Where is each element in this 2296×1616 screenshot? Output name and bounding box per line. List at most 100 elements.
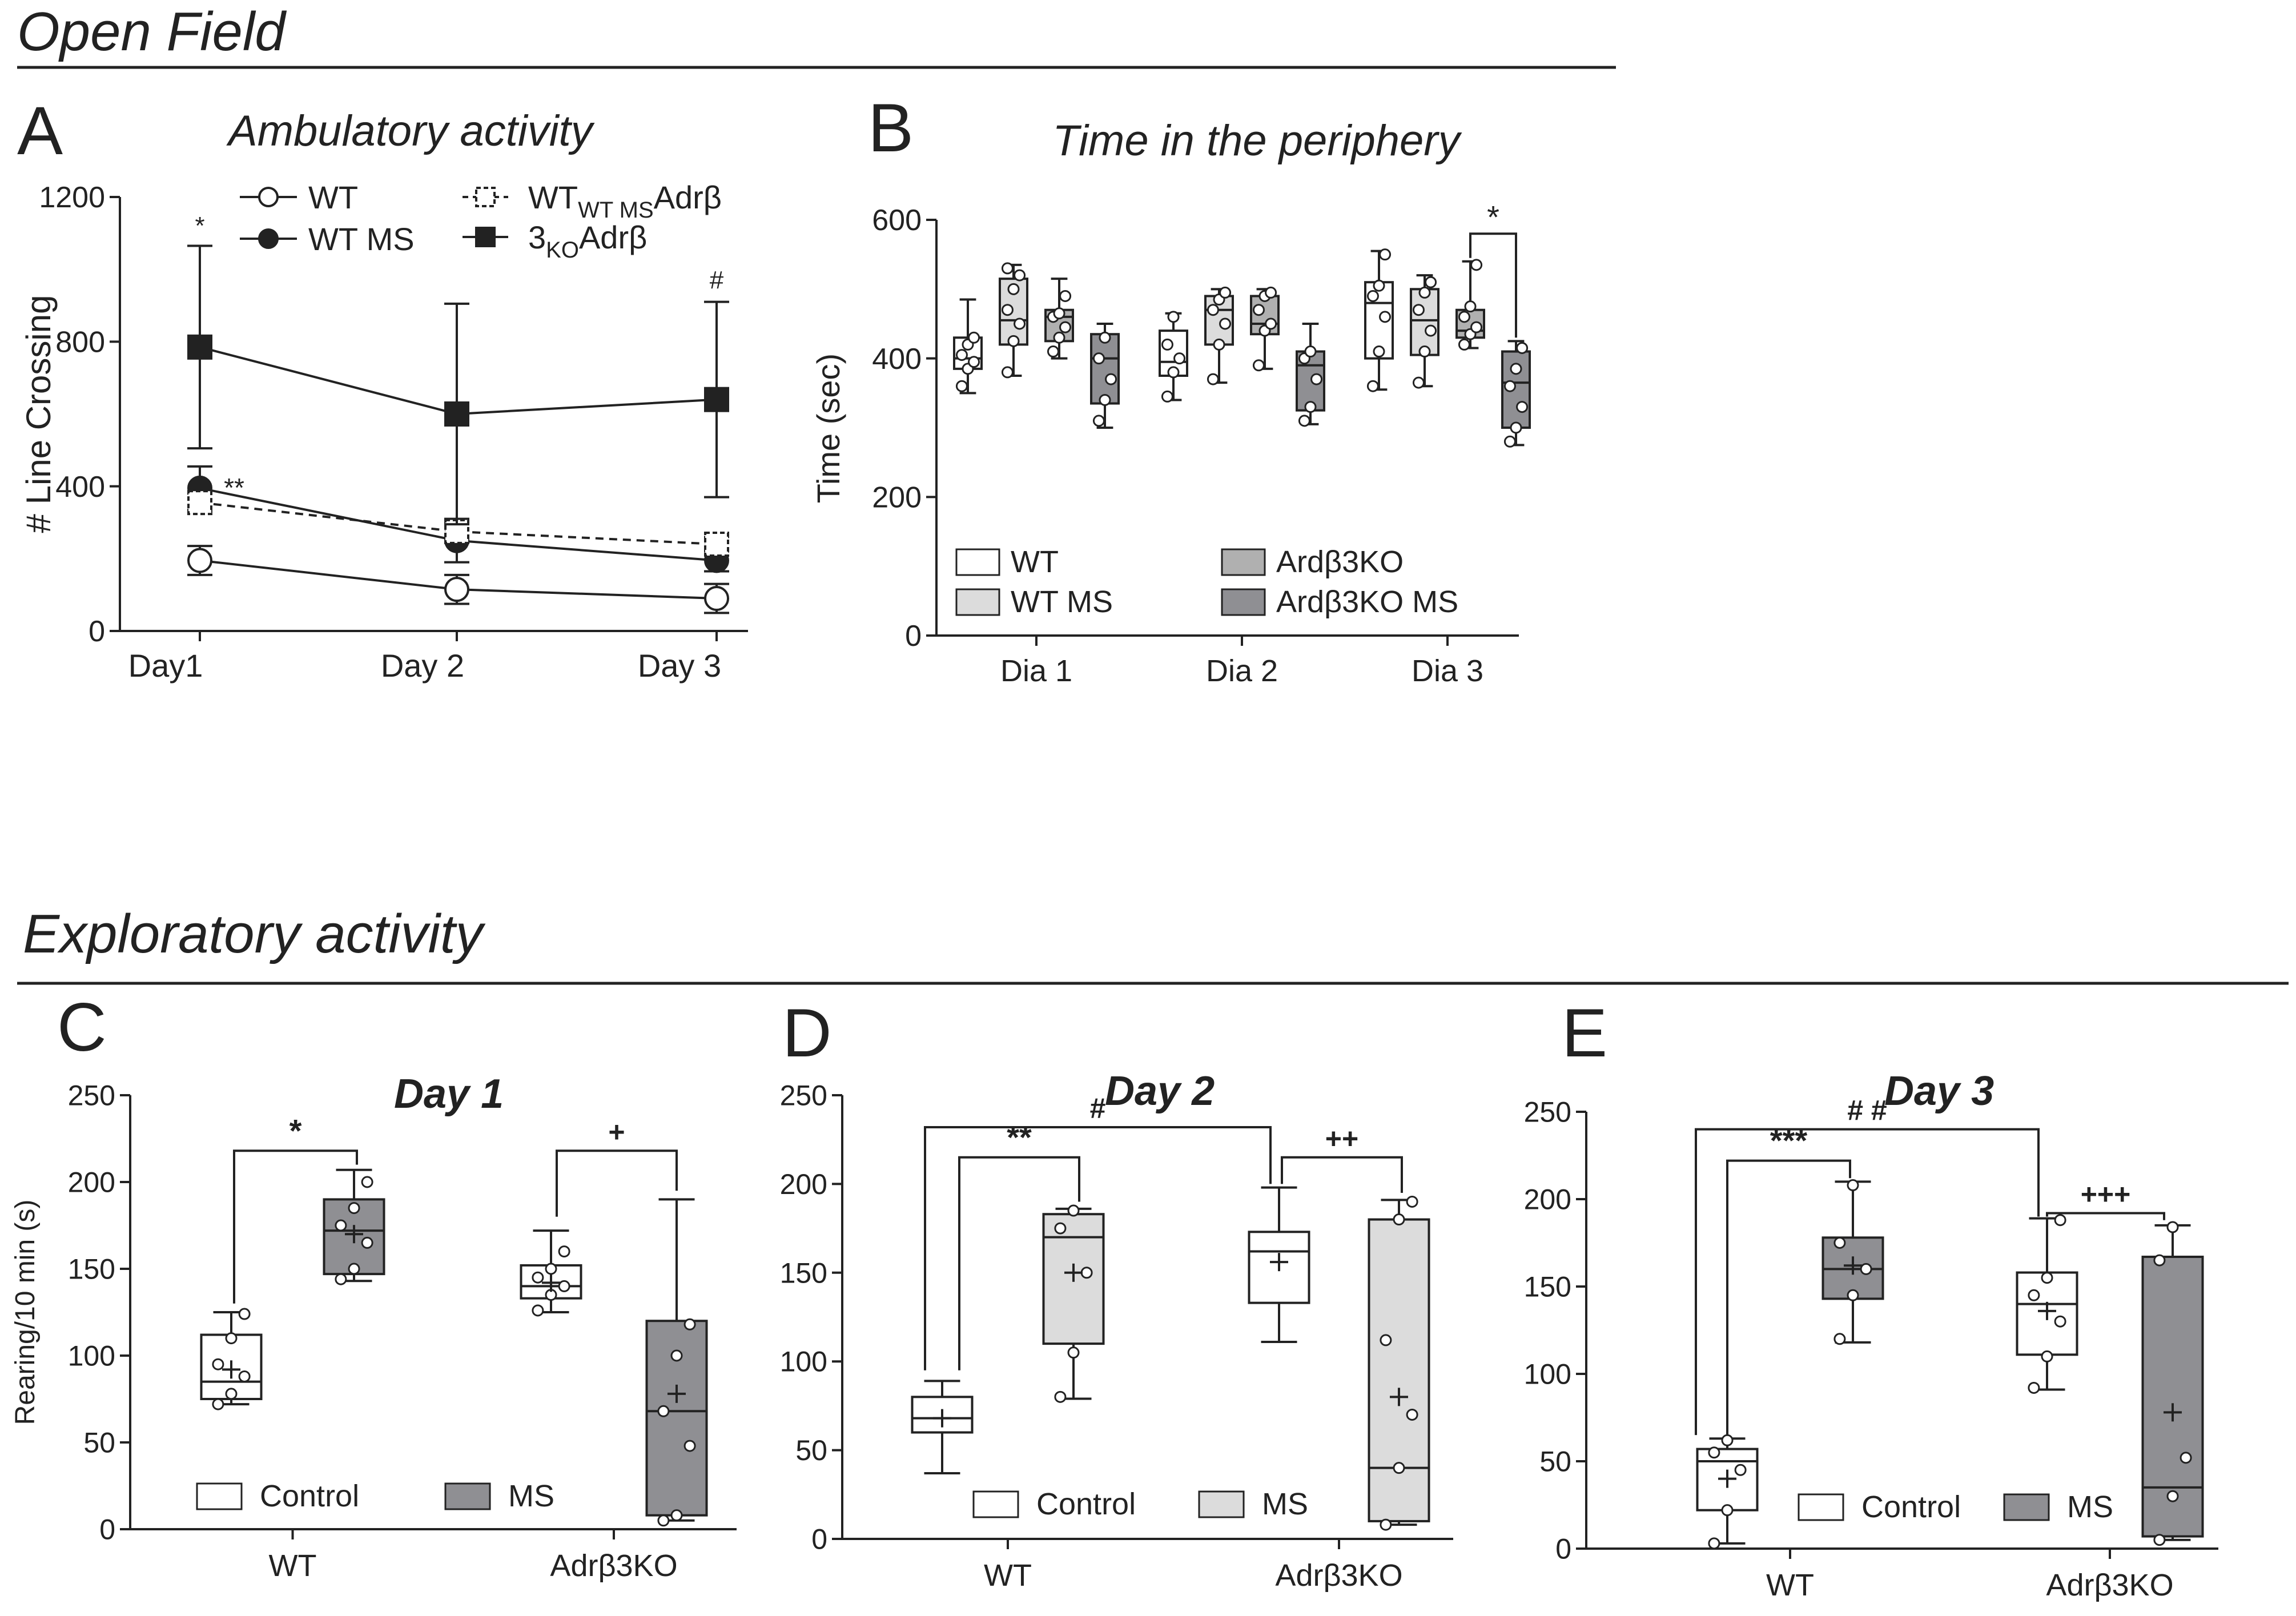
y-tick-label: 800	[55, 326, 105, 359]
box	[2141, 1221, 2204, 1546]
data-point	[1425, 276, 1437, 288]
box	[1364, 248, 1394, 392]
data-point	[1860, 1263, 1872, 1275]
data-point	[2166, 1490, 2179, 1502]
y-tick-label: 50	[83, 1427, 115, 1459]
significance-bracket	[1695, 1128, 2040, 1436]
box-iqr	[2141, 1255, 2204, 1538]
legend-label: Control	[260, 1479, 359, 1513]
data-point	[1833, 1333, 1846, 1345]
section-open-field: Open Field	[17, 1, 287, 62]
x-tick-label: Dia 1	[1000, 654, 1072, 688]
data-point	[1105, 373, 1117, 385]
legend-swatch	[196, 1482, 243, 1510]
data-point	[212, 1398, 224, 1410]
marker	[187, 490, 212, 516]
data-point	[361, 1176, 373, 1188]
y-tick-label: 250	[68, 1080, 115, 1112]
y-tick-label: 150	[780, 1257, 827, 1289]
data-point	[1708, 1446, 1720, 1459]
data-point	[1418, 286, 1431, 299]
x-tick-label: Dia 3	[1412, 654, 1483, 688]
data-point	[348, 1263, 360, 1275]
panel-letter: E	[1562, 995, 1607, 1071]
series-line	[199, 501, 717, 545]
box	[953, 298, 983, 395]
legend-label: MS	[508, 1479, 554, 1513]
data-point	[532, 1304, 544, 1317]
x-tick-label: Dia 2	[1206, 654, 1278, 688]
data-point	[1001, 366, 1014, 379]
data-point	[2028, 1381, 2040, 1394]
data-point	[1458, 311, 1470, 323]
data-point	[1510, 363, 1522, 375]
data-point	[1379, 248, 1392, 261]
data-point	[1393, 1213, 1405, 1226]
box	[1090, 323, 1120, 429]
legend-swatch	[1221, 548, 1266, 576]
annotation: #	[710, 266, 724, 294]
data-point	[1304, 401, 1317, 413]
data-point	[657, 1514, 670, 1527]
legend-label: WT	[308, 179, 358, 215]
legend-swatch	[1798, 1493, 1844, 1521]
y-tick-label: 150	[1524, 1271, 1571, 1303]
legend-label-part: 3	[528, 219, 546, 255]
legend-label: WTWT MSAdrβ	[528, 179, 722, 223]
box	[1368, 1195, 1430, 1531]
y-tick-label: 0	[811, 1523, 827, 1555]
marker	[704, 387, 729, 412]
box	[645, 1198, 708, 1527]
x-tick-label: Day 3	[638, 648, 721, 684]
series-wt	[187, 545, 729, 614]
legend-label: MS	[1262, 1487, 1308, 1521]
box	[1204, 286, 1234, 385]
legend-swatch	[1198, 1490, 1245, 1518]
y-tick-label: 150	[68, 1253, 115, 1285]
y-tick-label: 400	[55, 471, 105, 504]
data-point	[2180, 1452, 2192, 1464]
data-point	[1014, 317, 1026, 330]
legend-label: WT MS	[308, 221, 415, 257]
data-point	[1054, 1390, 1067, 1403]
data-point	[1092, 415, 1105, 427]
data-point	[335, 1273, 347, 1285]
panel-a: A Ambulatory activity 0 400 800 1200 Day1 Day 2…	[17, 93, 748, 684]
data-point	[1721, 1434, 1734, 1446]
data-point	[1847, 1289, 1859, 1301]
data-point	[1458, 338, 1470, 351]
data-point	[1406, 1195, 1418, 1208]
data-point	[1470, 259, 1483, 271]
data-point	[225, 1332, 238, 1345]
data-point	[225, 1388, 238, 1400]
data-point	[212, 1358, 224, 1370]
data-point	[1380, 1334, 1392, 1346]
data-point	[1053, 331, 1065, 344]
x-tick-label: Day 2	[381, 648, 464, 684]
data-point	[1373, 345, 1385, 358]
box-iqr	[1090, 333, 1120, 405]
legend-label-sub: WT MS	[578, 198, 654, 223]
data-point	[1173, 352, 1186, 365]
data-point	[683, 1318, 696, 1330]
data-point	[532, 1271, 544, 1284]
y-tick-label: 100	[68, 1340, 115, 1372]
marker	[187, 334, 212, 360]
annotation: # #	[1847, 1095, 1887, 1127]
data-point	[955, 349, 968, 361]
legend-label: WT MS	[1011, 585, 1113, 619]
data-point	[1510, 421, 1522, 434]
data-point	[558, 1245, 570, 1258]
data-point	[1092, 352, 1105, 365]
marker	[444, 401, 469, 427]
chart-title: Day 1	[394, 1071, 504, 1117]
data-point	[1067, 1346, 1080, 1359]
significance-bracket	[1469, 232, 1517, 338]
legend-label-part: WT	[528, 179, 578, 215]
data-point	[1167, 366, 1180, 379]
data-point	[1067, 1204, 1080, 1217]
y-tick-label: 250	[1524, 1096, 1571, 1128]
y-axis-label: # Line Crossing	[19, 295, 58, 533]
data-point	[1007, 335, 1020, 347]
marker	[475, 187, 496, 207]
